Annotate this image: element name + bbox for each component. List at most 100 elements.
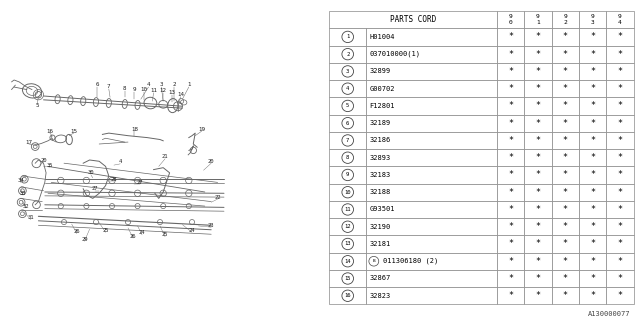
Text: *: * xyxy=(563,257,568,266)
Text: *: * xyxy=(508,274,513,283)
Bar xyxy=(606,28,634,45)
Text: *: * xyxy=(618,239,623,249)
Bar xyxy=(606,80,634,97)
Bar xyxy=(497,45,524,63)
Bar xyxy=(552,11,579,28)
Bar xyxy=(579,184,606,201)
Bar xyxy=(606,184,634,201)
Text: *: * xyxy=(535,188,540,197)
Text: *: * xyxy=(563,239,568,249)
Text: A130000077: A130000077 xyxy=(588,311,630,317)
Text: *: * xyxy=(563,222,568,231)
Bar xyxy=(524,201,552,218)
Bar xyxy=(606,63,634,80)
Bar xyxy=(330,270,366,287)
Text: 3: 3 xyxy=(159,82,163,87)
Text: 16: 16 xyxy=(47,129,53,134)
Text: *: * xyxy=(535,274,540,283)
Text: *: * xyxy=(508,101,513,110)
Bar xyxy=(579,252,606,270)
Text: 9
4: 9 4 xyxy=(618,14,622,25)
Bar xyxy=(606,132,634,149)
Bar xyxy=(552,80,579,97)
Text: 32899: 32899 xyxy=(370,68,391,75)
Bar xyxy=(497,80,524,97)
Bar xyxy=(497,149,524,166)
Text: *: * xyxy=(590,101,595,110)
Bar xyxy=(552,218,579,235)
Text: *: * xyxy=(563,67,568,76)
Bar xyxy=(330,115,366,132)
Text: *: * xyxy=(535,84,540,93)
Bar xyxy=(606,97,634,115)
Bar xyxy=(552,115,579,132)
Text: 13: 13 xyxy=(344,242,351,246)
Text: 14: 14 xyxy=(344,259,351,264)
Bar xyxy=(330,201,366,218)
Bar xyxy=(579,97,606,115)
Bar xyxy=(552,166,579,184)
Bar xyxy=(579,287,606,304)
Text: *: * xyxy=(590,239,595,249)
Text: *: * xyxy=(508,188,513,197)
Text: F12801: F12801 xyxy=(370,103,396,109)
Text: 26: 26 xyxy=(74,229,80,234)
Text: 32189: 32189 xyxy=(370,120,391,126)
Bar xyxy=(524,218,552,235)
Text: *: * xyxy=(618,67,623,76)
Bar xyxy=(366,270,497,287)
Bar xyxy=(366,252,497,270)
Text: 7: 7 xyxy=(346,138,349,143)
Text: *: * xyxy=(563,101,568,110)
Bar xyxy=(552,235,579,252)
Text: 6: 6 xyxy=(95,82,99,87)
Text: 25: 25 xyxy=(102,228,109,233)
Bar xyxy=(497,63,524,80)
Bar xyxy=(366,218,497,235)
Text: *: * xyxy=(590,32,595,41)
Text: 1: 1 xyxy=(346,34,349,39)
Text: 4: 4 xyxy=(118,159,122,164)
Bar xyxy=(366,63,497,80)
Bar xyxy=(606,166,634,184)
Bar xyxy=(552,270,579,287)
Text: 32823: 32823 xyxy=(370,293,391,299)
Bar xyxy=(606,235,634,252)
Text: *: * xyxy=(535,101,540,110)
Text: *: * xyxy=(590,153,595,162)
Bar xyxy=(330,149,366,166)
Bar xyxy=(330,132,366,149)
Bar xyxy=(552,28,579,45)
Text: 32188: 32188 xyxy=(370,189,391,195)
Text: 8: 8 xyxy=(123,86,127,91)
Bar xyxy=(579,132,606,149)
Text: *: * xyxy=(563,153,568,162)
Bar xyxy=(524,270,552,287)
Bar xyxy=(497,166,524,184)
Text: 15: 15 xyxy=(344,276,351,281)
Text: *: * xyxy=(590,205,595,214)
Bar xyxy=(497,218,524,235)
Text: *: * xyxy=(618,205,623,214)
Bar xyxy=(497,132,524,149)
Text: 21: 21 xyxy=(162,154,168,159)
Bar xyxy=(552,45,579,63)
Text: 11: 11 xyxy=(344,207,351,212)
Bar xyxy=(524,97,552,115)
Text: 10: 10 xyxy=(344,190,351,195)
Bar xyxy=(366,184,497,201)
Text: *: * xyxy=(535,136,540,145)
Text: 22: 22 xyxy=(214,195,221,200)
Text: *: * xyxy=(563,119,568,128)
Text: *: * xyxy=(590,67,595,76)
Text: 8: 8 xyxy=(346,155,349,160)
Text: *: * xyxy=(618,274,623,283)
Text: *: * xyxy=(590,188,595,197)
Bar xyxy=(606,270,634,287)
Bar xyxy=(579,45,606,63)
Text: *: * xyxy=(563,205,568,214)
Text: 9: 9 xyxy=(132,87,136,92)
Bar xyxy=(552,287,579,304)
Text: 4: 4 xyxy=(346,86,349,91)
Bar xyxy=(497,270,524,287)
